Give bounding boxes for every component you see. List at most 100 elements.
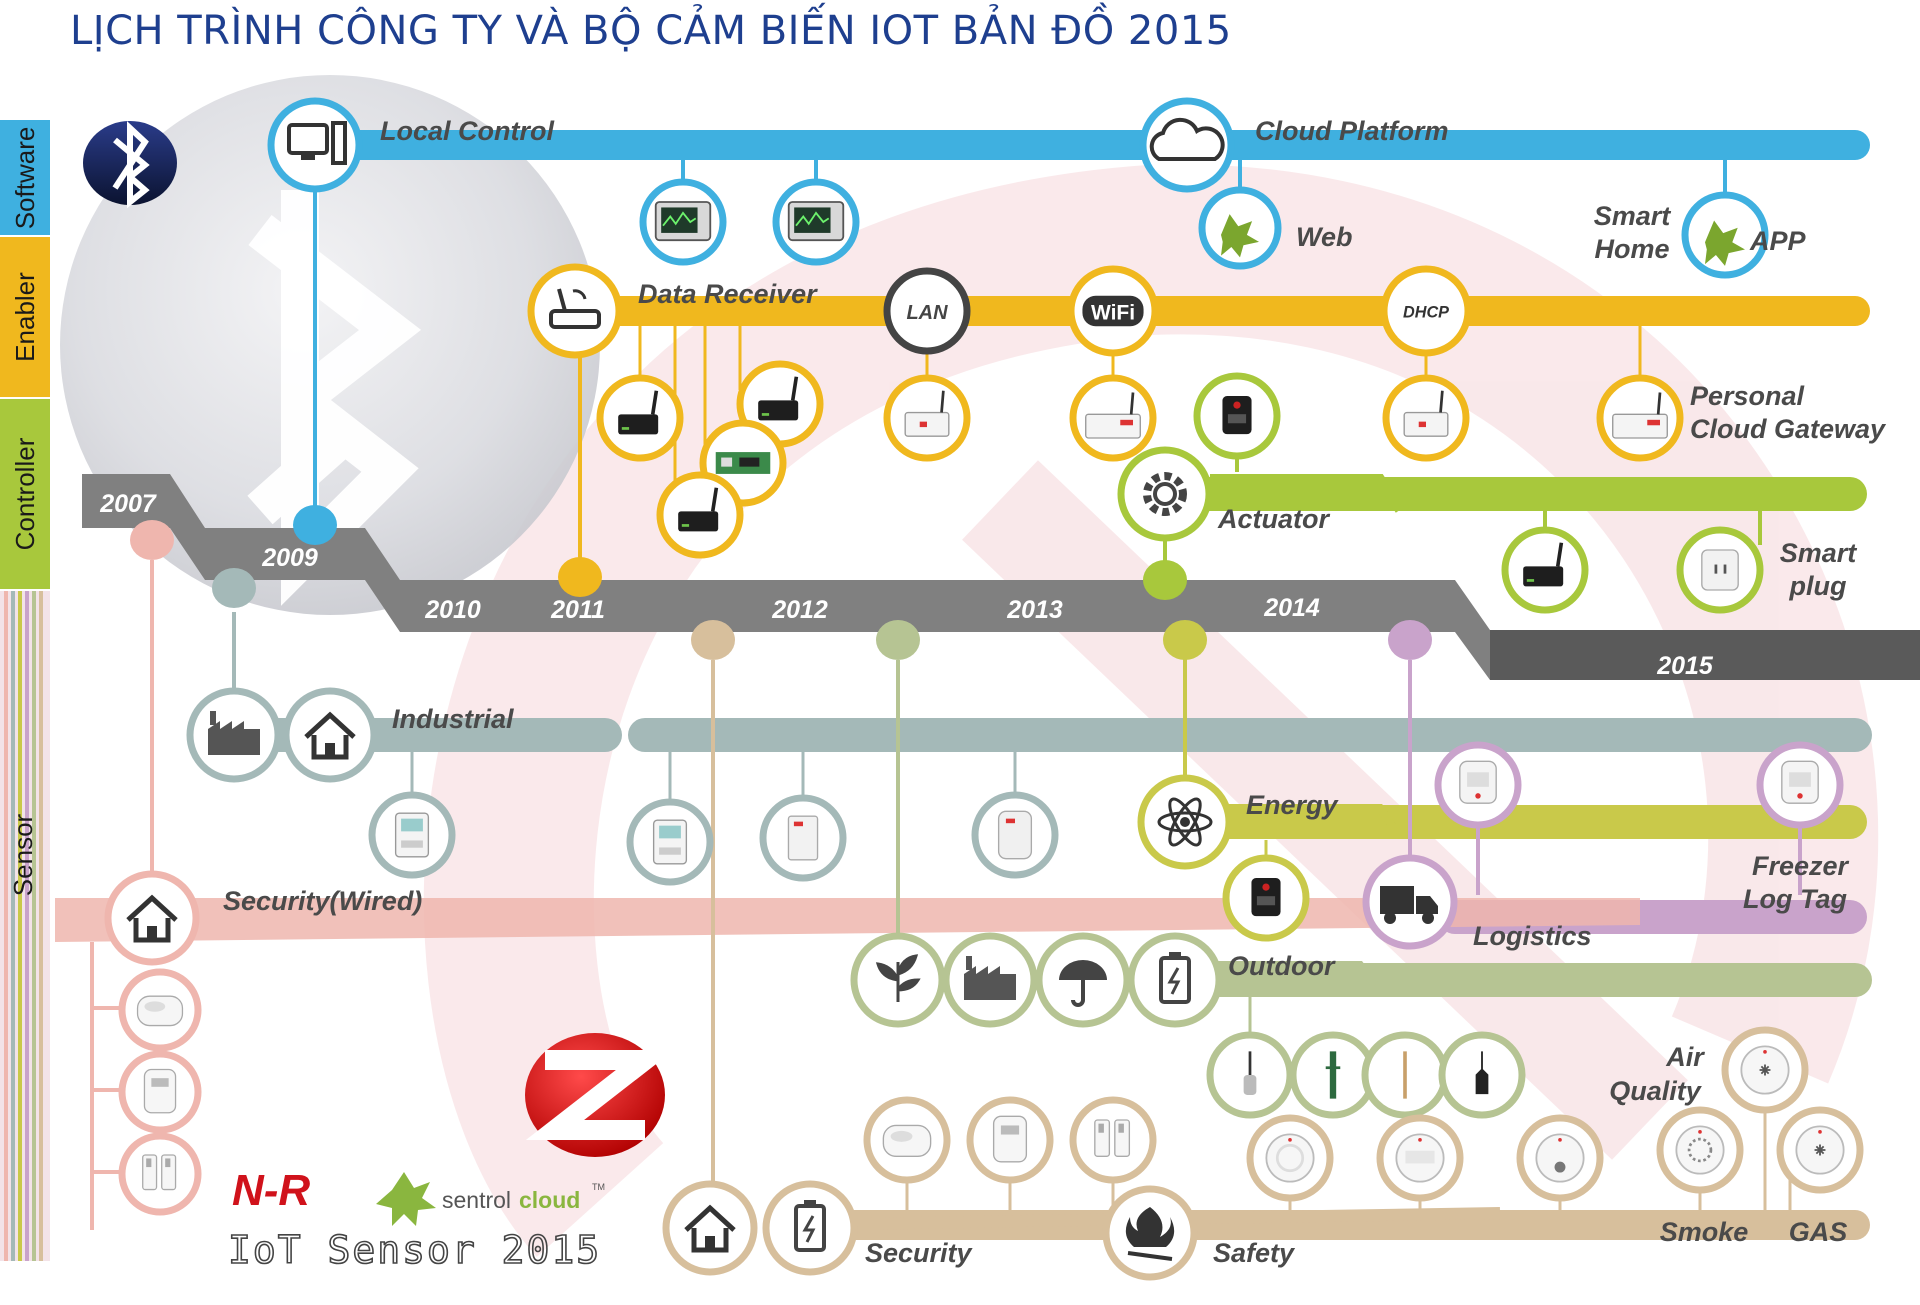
personal-cloud-gateway-icon xyxy=(1596,374,1684,462)
home-icon-security xyxy=(662,1180,758,1276)
router-icon xyxy=(527,263,623,359)
plant-icon xyxy=(850,932,946,1028)
year-2011: 2011 xyxy=(550,596,605,624)
enabler-track xyxy=(575,296,1870,575)
receiver-device-1 xyxy=(596,374,684,462)
battery-icon-outdoor xyxy=(1127,932,1223,1028)
svg-text:DHCP: DHCP xyxy=(1403,304,1449,322)
lan-device-icon xyxy=(883,374,971,462)
fire-icon xyxy=(1102,1185,1198,1281)
label-industrial: Industrial xyxy=(392,704,514,734)
label-actuator: Actuator xyxy=(1217,504,1330,534)
actuator-gear-icon xyxy=(1117,446,1213,542)
wifi-icon: WiFi xyxy=(1067,265,1159,357)
label-personal-cloud-gateway-1: Personal xyxy=(1690,381,1805,411)
label-local-control: Local Control xyxy=(380,116,554,146)
web-leaf-icon xyxy=(1198,186,1282,270)
label-logistics: Logistics xyxy=(1473,921,1592,951)
page-title: LỊCH TRÌNH CÔNG TY VÀ BỘ CẢM BIẾN IOT BẢ… xyxy=(70,8,1232,54)
label-smart-plug-1: Smart xyxy=(1780,538,1858,568)
outdoor-track xyxy=(896,660,1872,1040)
label-data-receiver: Data Receiver xyxy=(638,279,818,309)
label-personal-cloud-gateway-2: Cloud Gateway xyxy=(1690,414,1887,444)
industrial-sensor-1 xyxy=(368,791,456,879)
label-gas: GAS xyxy=(1789,1217,1848,1247)
year-2007: 2007 xyxy=(99,490,157,518)
label-smart-home-1: Smart xyxy=(1594,201,1672,231)
svg-text:WiFi: WiFi xyxy=(1091,302,1135,325)
safety-detector-1 xyxy=(1246,1114,1334,1202)
factory-icon xyxy=(186,687,282,783)
monitor-icon-1 xyxy=(639,178,727,266)
year-2014: 2014 xyxy=(1263,594,1320,622)
factory-icon-outdoor xyxy=(942,932,1038,1028)
label-air-quality-1: Air xyxy=(1665,1042,1705,1072)
sentrolcloud-leaf-icon xyxy=(376,1172,436,1226)
year-2009: 2009 xyxy=(261,544,318,572)
label-security: Security xyxy=(865,1238,974,1268)
nr-logo: N-R xyxy=(232,1166,310,1215)
label-air-quality-2: Quality xyxy=(1609,1076,1703,1106)
log-tag-icon-1 xyxy=(1434,741,1522,829)
industrial-sensor-4 xyxy=(971,791,1059,879)
category-enabler: Enabler xyxy=(10,272,40,362)
computer-icon xyxy=(267,97,363,193)
smart-plug-icon xyxy=(1676,526,1764,614)
label-smart-home-2: Home xyxy=(1594,234,1669,264)
sensor-stripes xyxy=(4,591,43,1261)
safety-detector-3 xyxy=(1516,1114,1604,1202)
zigbee-logo-icon xyxy=(525,1033,675,1157)
security-pir-tall-icon xyxy=(966,1096,1054,1184)
probe-icon-4 xyxy=(1438,1031,1526,1119)
air-quality-detector-icon xyxy=(1721,1026,1809,1114)
wifi-device-icon xyxy=(1069,374,1157,462)
label-app: APP xyxy=(1749,226,1807,256)
energy-track xyxy=(1183,657,1867,870)
smoke-detector-icon xyxy=(1656,1106,1744,1194)
label-smoke: Smoke xyxy=(1660,1217,1749,1247)
category-software: Software xyxy=(10,127,40,230)
branding: N-R sentrol cloud TM IoT Sensor 2015 xyxy=(227,1166,605,1273)
security-wired-sensor-3 xyxy=(118,1132,202,1216)
label-outdoor: Outdoor xyxy=(1228,951,1336,981)
year-2015: 2015 xyxy=(1656,652,1714,680)
lan-icon: LAN xyxy=(883,267,971,355)
energy-meter-icon xyxy=(1222,854,1310,942)
label-freezer-log-tag-1: Freezer xyxy=(1752,851,1850,881)
label-safety: Safety xyxy=(1213,1238,1296,1268)
receiver-device-3 xyxy=(656,471,744,559)
label-web: Web xyxy=(1296,222,1353,252)
logistics-truck-icon xyxy=(1362,854,1458,950)
label-cloud-platform: Cloud Platform xyxy=(1255,116,1449,146)
label-security-wired: Security(Wired) xyxy=(223,886,422,916)
umbrella-icon xyxy=(1035,932,1131,1028)
sentrolcloud-logo-a: sentrol xyxy=(442,1187,511,1213)
probe-icon-1 xyxy=(1206,1031,1294,1119)
security-wired-sensor-2 xyxy=(118,1050,202,1134)
label-freezer-log-tag-2: Log Tag xyxy=(1743,884,1847,914)
battery-icon-security xyxy=(762,1180,858,1276)
year-2012: 2012 xyxy=(771,596,828,624)
device-nodes: LAN WiFi DHCP xyxy=(104,97,1864,1281)
security-wired-sensor-1 xyxy=(118,968,202,1052)
cloud-icon xyxy=(1139,97,1235,193)
bluetooth-bubble xyxy=(60,75,600,615)
category-controller: Controller xyxy=(10,437,40,550)
probe-icon-2 xyxy=(1289,1031,1377,1119)
label-energy: Energy xyxy=(1246,790,1340,820)
bluetooth-icon xyxy=(83,121,177,209)
svg-text:LAN: LAN xyxy=(906,302,948,324)
iot-sensor-2015: IoT Sensor 2015 xyxy=(228,1228,601,1272)
category-sensor: Sensor xyxy=(8,813,38,896)
safety-detector-2 xyxy=(1376,1114,1464,1202)
dhcp-icon: DHCP xyxy=(1380,265,1472,357)
timeline-dots xyxy=(130,505,1432,660)
monitor-icon-2 xyxy=(772,178,860,266)
year-2013: 2013 xyxy=(1006,596,1063,624)
energy-atom-icon xyxy=(1137,774,1233,870)
controller-device-icon xyxy=(1193,372,1281,460)
year-2010: 2010 xyxy=(424,596,481,624)
security-pir-icon xyxy=(863,1096,951,1184)
